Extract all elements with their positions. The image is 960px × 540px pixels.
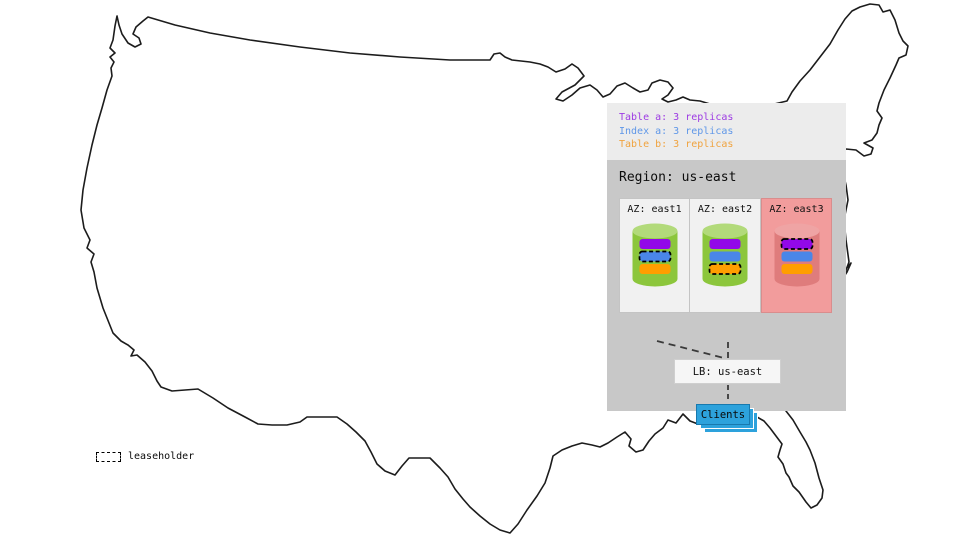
az-row: AZ: east1 AZ: east2 bbox=[619, 198, 832, 313]
replica-legend-index-a: Index a: 3 replicas bbox=[619, 125, 734, 137]
us-map-outline bbox=[80, 3, 909, 534]
replica-bar-table-b bbox=[781, 264, 812, 274]
database-cylinder-east2 bbox=[702, 223, 748, 287]
leaseholder-key: leaseholder bbox=[96, 451, 194, 462]
region-diagram-panel: Table a: 3 replicas Index a: 3 replicas … bbox=[607, 103, 846, 433]
az-box-east2: AZ: east2 bbox=[690, 198, 761, 313]
database-cylinder-east3 bbox=[774, 223, 819, 287]
connector-east1-to-lb bbox=[656, 340, 725, 359]
database-cylinder-east1 bbox=[632, 223, 677, 287]
replica-bar-index-a-leaseholder bbox=[638, 250, 671, 263]
replica-bar-table-a-leaseholder bbox=[780, 238, 813, 250]
leaseholder-swatch-icon bbox=[96, 451, 121, 462]
az-east3-label: AZ: east3 bbox=[769, 203, 824, 215]
replica-legend-table-a: Table a: 3 replicas bbox=[619, 112, 734, 123]
region-container: Region: us-east AZ: east1 AZ: east2 bbox=[607, 160, 846, 433]
load-balancer-box: LB: us-east bbox=[674, 359, 781, 384]
clients-stack: Clients bbox=[696, 404, 762, 436]
replica-bar-table-a bbox=[709, 239, 741, 249]
az-east1-label: AZ: east1 bbox=[627, 203, 682, 215]
replica-bar-index-a bbox=[781, 251, 812, 262]
replica-bar-table-b bbox=[639, 264, 670, 274]
replica-bar-table-b-leaseholder bbox=[708, 263, 742, 275]
az-east2-label: AZ: east2 bbox=[697, 203, 753, 215]
clients-box: Clients bbox=[696, 404, 750, 425]
az-box-east3: AZ: east3 bbox=[761, 198, 832, 313]
replica-legend: Table a: 3 replicas Index a: 3 replicas … bbox=[607, 103, 846, 160]
region-title: Region: us-east bbox=[619, 170, 737, 185]
clients-label: Clients bbox=[700, 408, 746, 421]
replica-bar-index-a bbox=[709, 251, 741, 262]
replica-bar-table-a bbox=[639, 239, 670, 249]
az-box-east1: AZ: east1 bbox=[619, 198, 690, 313]
load-balancer-label: LB: us-east bbox=[692, 365, 763, 378]
replica-legend-table-b: Table b: 3 replicas bbox=[619, 139, 734, 150]
leaseholder-key-label: leaseholder bbox=[128, 451, 195, 462]
